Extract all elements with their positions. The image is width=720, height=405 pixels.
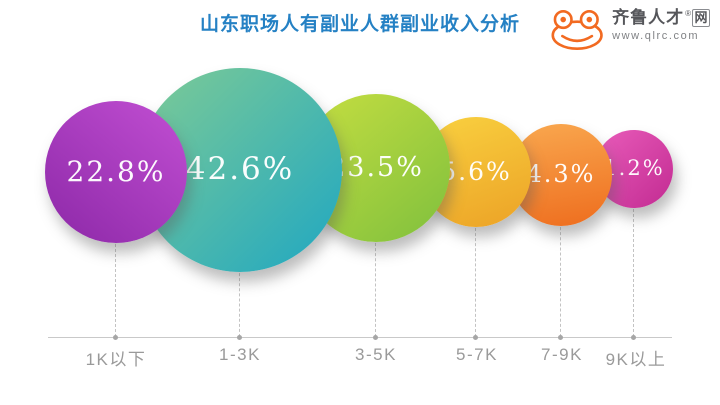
axis-label-5-7k: 5-7K: [456, 345, 498, 364]
guide-line: [239, 268, 240, 337]
axis-label-7-9k: 7-9K: [541, 345, 583, 364]
bubble-1-3k: 42.6%: [138, 68, 342, 272]
bubble-1k-below: 22.8%: [45, 101, 187, 243]
guide-line: [375, 238, 376, 337]
logo-url: www.qlrc.com: [612, 30, 700, 42]
axis-label-1-3k: 1-3K: [219, 345, 261, 364]
site-logo[interactable]: 齐鲁人才 ® 网 www.qlrc.com: [550, 8, 710, 50]
guide-line: [115, 239, 116, 337]
bubble-value-label: 4.3%: [526, 160, 596, 188]
axis-tick-dot: [631, 335, 636, 340]
bubble-value-label: 22.8%: [66, 154, 166, 188]
registered-trademark: ®: [685, 9, 691, 18]
bubble-value-label: 5.6%: [440, 156, 512, 186]
axis-tick-dot: [558, 335, 563, 340]
axis-tick-dot: [113, 335, 118, 340]
axis-tick-dot: [237, 335, 242, 340]
bubble-value-label: 1.2%: [603, 156, 665, 180]
axis-label-1k-below: 1K以下: [85, 350, 147, 369]
frog-icon: [551, 10, 603, 50]
bubble-value-label: 42.6%: [185, 151, 295, 187]
logo-brand-text: 齐鲁人才: [612, 8, 685, 27]
category-axis-line: [48, 337, 672, 338]
axis-tick-dot: [373, 335, 378, 340]
page-title: 山东职场人有副业人群副业收入分析: [199, 14, 520, 35]
axis-tick-dot: [473, 335, 478, 340]
guide-line: [475, 223, 476, 337]
axis-label-9k-above: 9K以上: [605, 350, 667, 369]
bubble-value-label: 23.5%: [328, 151, 424, 183]
guide-line: [633, 204, 634, 337]
guide-line: [560, 222, 561, 337]
logo-boxed-char: 网: [692, 9, 710, 27]
axis-label-3-5k: 3-5K: [355, 345, 397, 364]
